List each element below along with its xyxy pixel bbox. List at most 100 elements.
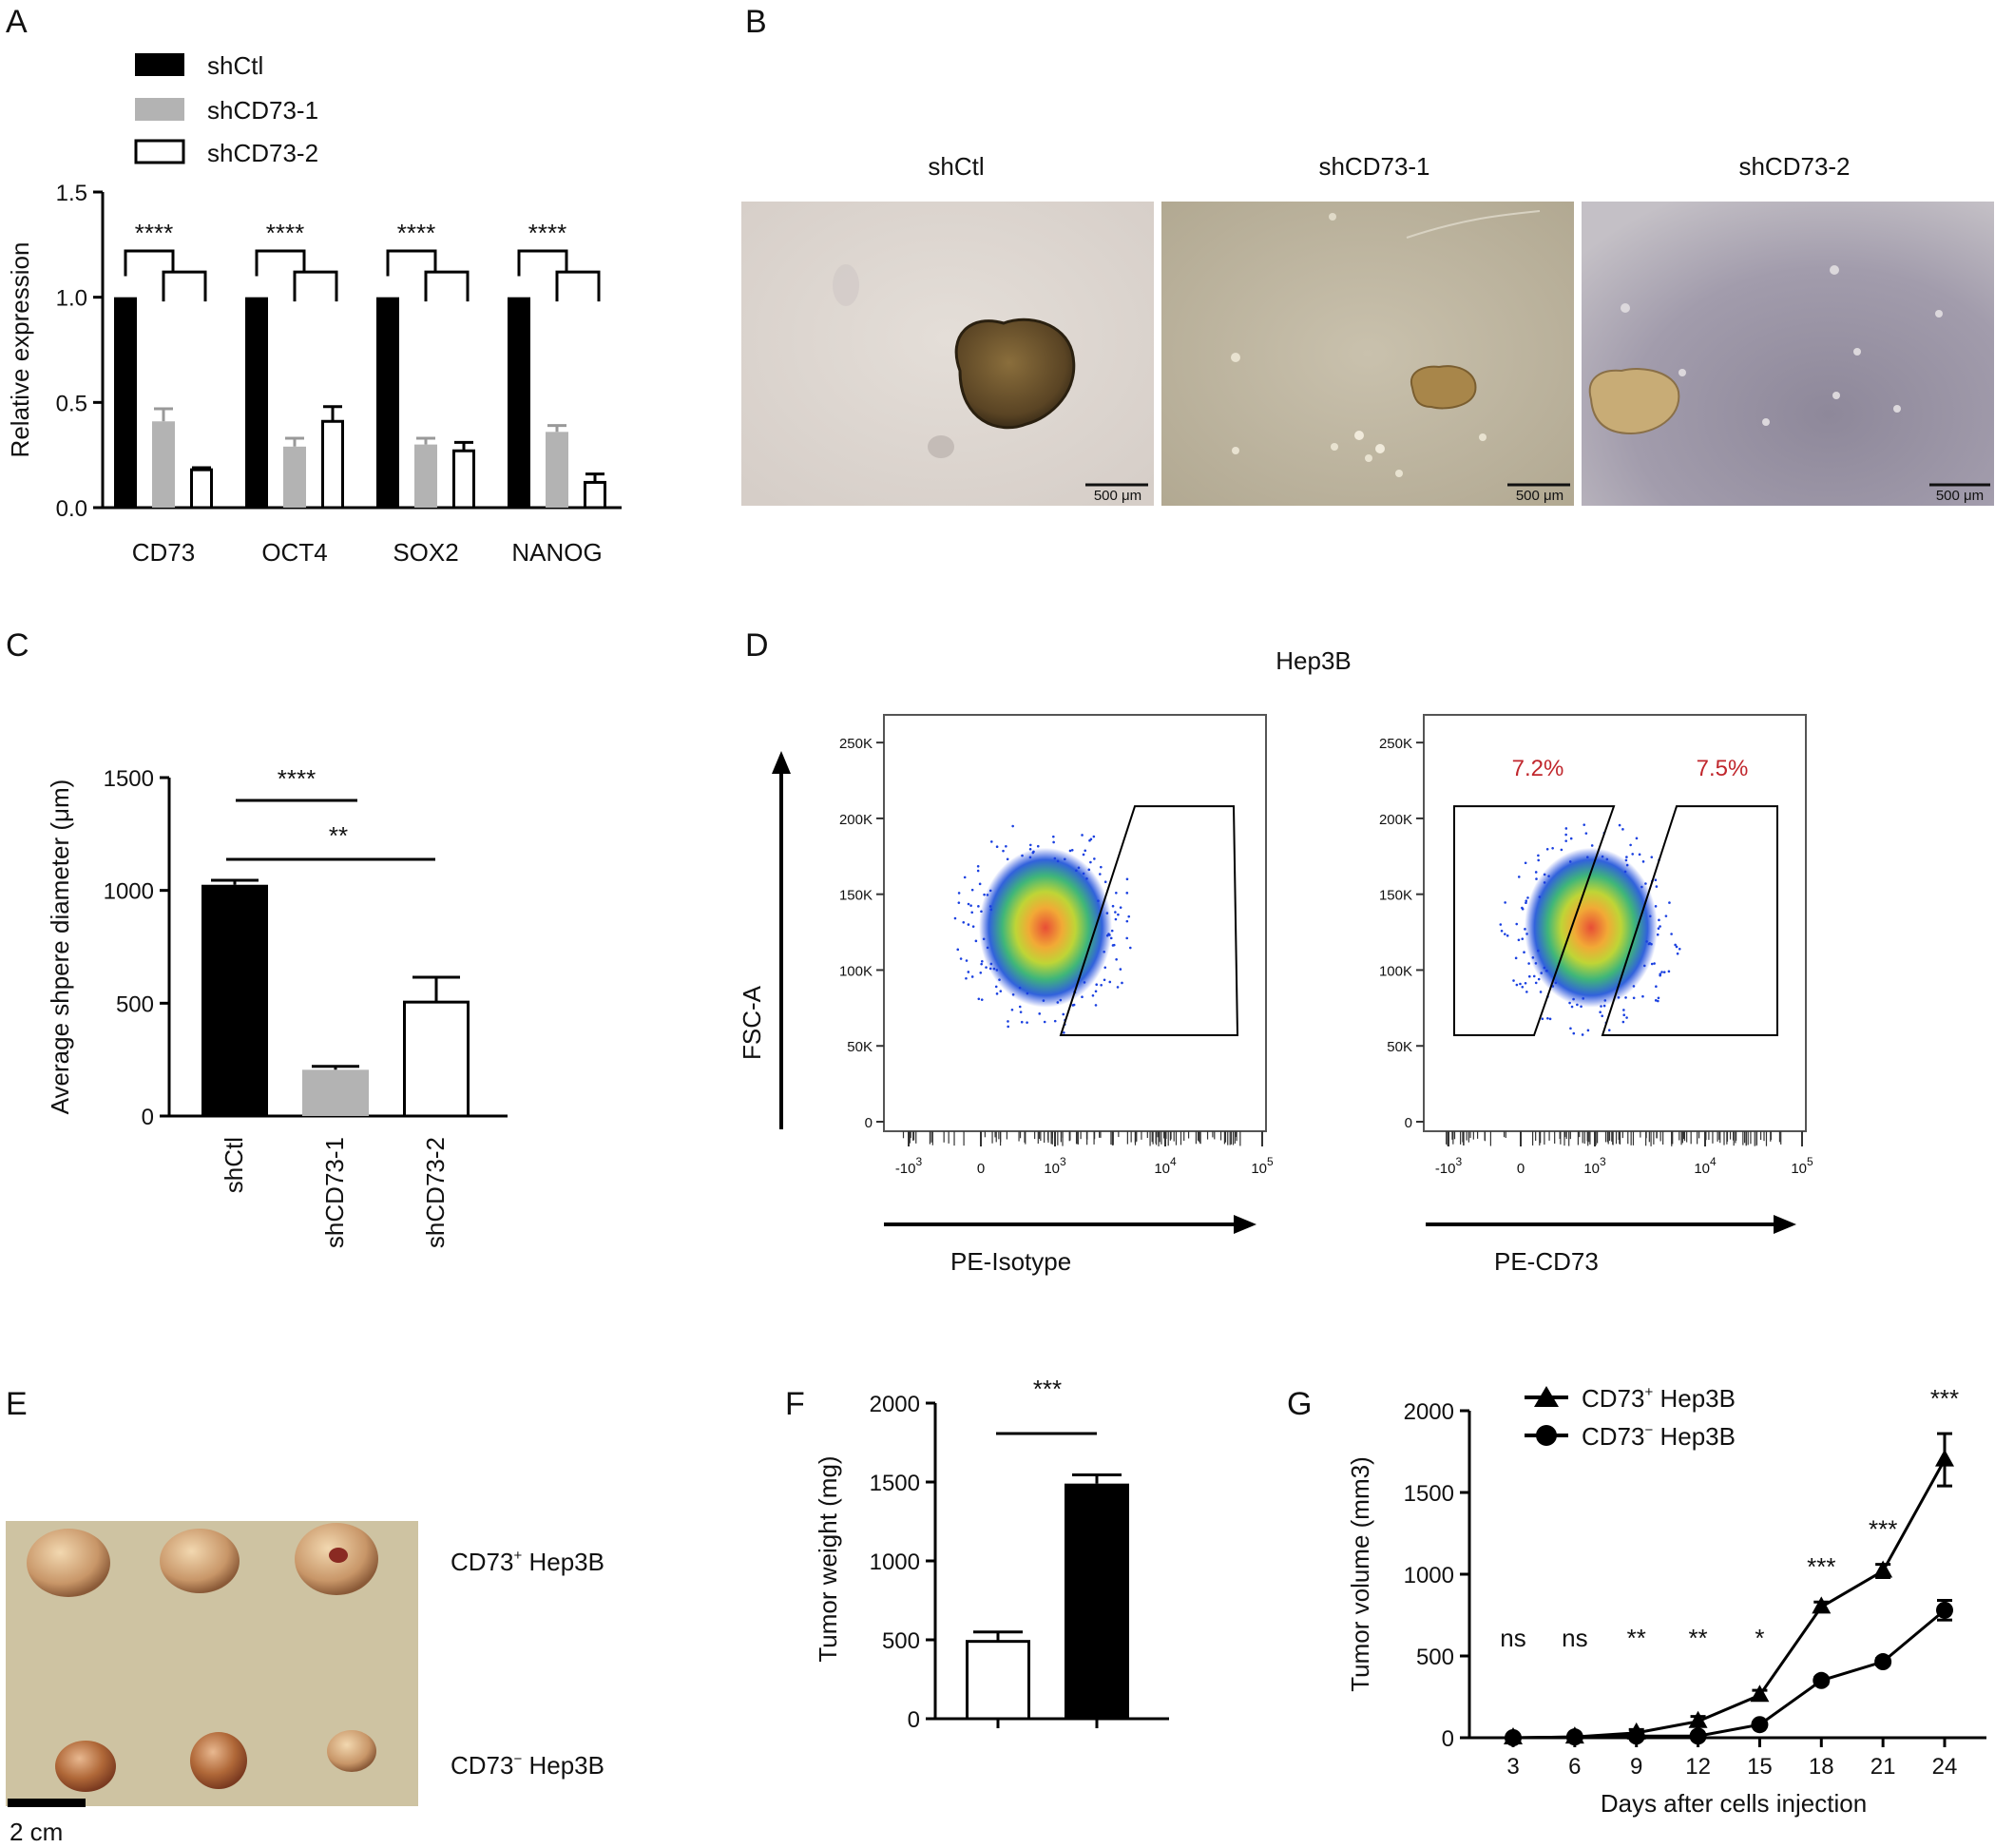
event-dot (1585, 856, 1589, 859)
event-dot (1042, 999, 1045, 1002)
bar (966, 1640, 1030, 1721)
y-tick-label: 0.0 (56, 496, 87, 522)
sphere-image (954, 318, 1076, 430)
panel-label-d: D (745, 627, 769, 664)
event-dot (1670, 933, 1673, 935)
event-dot (1125, 877, 1129, 881)
significance-label: *** (1930, 1384, 1959, 1413)
event-dot (985, 966, 988, 969)
y-tick-label: 200K (1379, 812, 1412, 828)
event-dot (1580, 1005, 1583, 1009)
event-dot (995, 969, 999, 972)
flow-plot-isotype: 0 50K 100K 150K 200K 250K -103 0 103 104 105 (839, 714, 1274, 1177)
flow-xlabel-cd73: PE-CD73 (1494, 1247, 1599, 1276)
legend-g: CD73+ Hep3B CD73− Hep3B (1525, 1384, 1736, 1451)
event-dot (1108, 934, 1111, 936)
micrograph-shctl: 500 μm (741, 202, 1154, 506)
event-dot (1525, 901, 1527, 905)
event-dot (1093, 857, 1096, 860)
event-dot (1532, 974, 1536, 978)
event-dot (1655, 985, 1658, 989)
event-dot (1114, 917, 1118, 921)
legend-swatch-shcd73-1 (135, 98, 184, 121)
category-label: shCD73-1 (320, 1137, 349, 1248)
event-dot (1655, 885, 1659, 888)
event-dot (1603, 999, 1607, 1002)
significance-bracket (124, 249, 175, 277)
micrograph-shcd73-1: 500 μm (1161, 202, 1574, 506)
y-tick-label: 0 (1405, 1115, 1412, 1131)
x-axis-label: Days after cells injection (1601, 1789, 1867, 1818)
y-tick-label: 200K (839, 812, 873, 828)
event-dot (1007, 1020, 1009, 1023)
series-line (1512, 1608, 1946, 1740)
event-dot (1543, 966, 1546, 970)
event-dot (1572, 1031, 1576, 1035)
event-dot (1650, 856, 1654, 858)
event-dot (1077, 866, 1081, 870)
event-dot (989, 908, 993, 912)
event-dot (1537, 854, 1540, 857)
event-dot (1062, 1012, 1065, 1016)
significance-bracket (293, 270, 338, 302)
legend-label-shcd73-1: shCD73-1 (207, 96, 318, 125)
event-dot (970, 911, 974, 914)
data-point (1873, 1560, 1893, 1578)
event-dot (1059, 998, 1063, 1002)
x-tick-label: 18 (1809, 1754, 1834, 1780)
fsc-arrowhead (772, 751, 791, 774)
chart-c: 0 500 1000 1500 Average shpere diameter (μm)… (46, 764, 508, 1248)
significance-label: ** (1627, 1624, 1646, 1652)
pe-cd73-arrowhead (1774, 1215, 1796, 1234)
event-dot (1590, 844, 1594, 847)
data-point (1688, 1710, 1708, 1728)
panel-b: B shCtl shCD73-1 shCD73-2 500 μm 500 μm (741, 4, 1994, 506)
event-dot (1052, 840, 1055, 844)
event-dot (1660, 971, 1663, 973)
y-tick-label: 250K (839, 736, 873, 752)
event-dot (1551, 846, 1554, 850)
legend-swatch-shctl (135, 53, 184, 76)
event-dot (1028, 843, 1032, 847)
row-label-cd73-pos: CD73+ Hep3B (451, 1548, 604, 1576)
y-tick-label: 1.5 (56, 181, 87, 206)
category-label: shCtl (220, 1137, 248, 1193)
significance-label: **** (397, 219, 435, 247)
event-dot (1605, 857, 1609, 861)
x-tick-label: 105 (1791, 1155, 1813, 1177)
event-dot (980, 962, 983, 966)
event-dot (967, 923, 970, 926)
event-dot (957, 901, 961, 904)
legend-label-shctl: shCtl (207, 51, 263, 80)
chart-g: 0 500 1000 1500 2000 Tumor volume (mm3) 3 6 9 12 1… (1346, 1384, 1986, 1818)
event-dot (1504, 933, 1506, 935)
event-dot (986, 946, 989, 950)
event-dot (982, 937, 986, 941)
series-line (1512, 1458, 1947, 1740)
event-dot (992, 967, 996, 971)
event-dot (1659, 925, 1661, 928)
event-dot (1659, 972, 1662, 975)
event-dot (1085, 876, 1088, 880)
event-dot (1653, 962, 1656, 965)
bar (152, 421, 175, 508)
event-dot (1028, 847, 1032, 851)
event-dot (978, 882, 982, 886)
event-dot (1564, 833, 1567, 837)
event-dot (1538, 895, 1542, 898)
event-dot (1053, 1019, 1057, 1023)
x-tick-label: 21 (1870, 1754, 1896, 1780)
data-point (1627, 1727, 1645, 1745)
event-dot (1068, 849, 1072, 853)
y-tick-label: 0 (865, 1115, 873, 1131)
x-tick-label: 103 (1044, 1155, 1066, 1177)
event-dot (1521, 937, 1525, 940)
event-dot (1527, 974, 1531, 978)
event-dot (1601, 855, 1604, 858)
event-dot (1544, 969, 1548, 972)
event-dot (970, 975, 974, 978)
event-dot (1564, 839, 1567, 842)
significance-label: ns (1500, 1624, 1525, 1652)
event-dot (1021, 854, 1024, 857)
event-dot (963, 876, 967, 879)
